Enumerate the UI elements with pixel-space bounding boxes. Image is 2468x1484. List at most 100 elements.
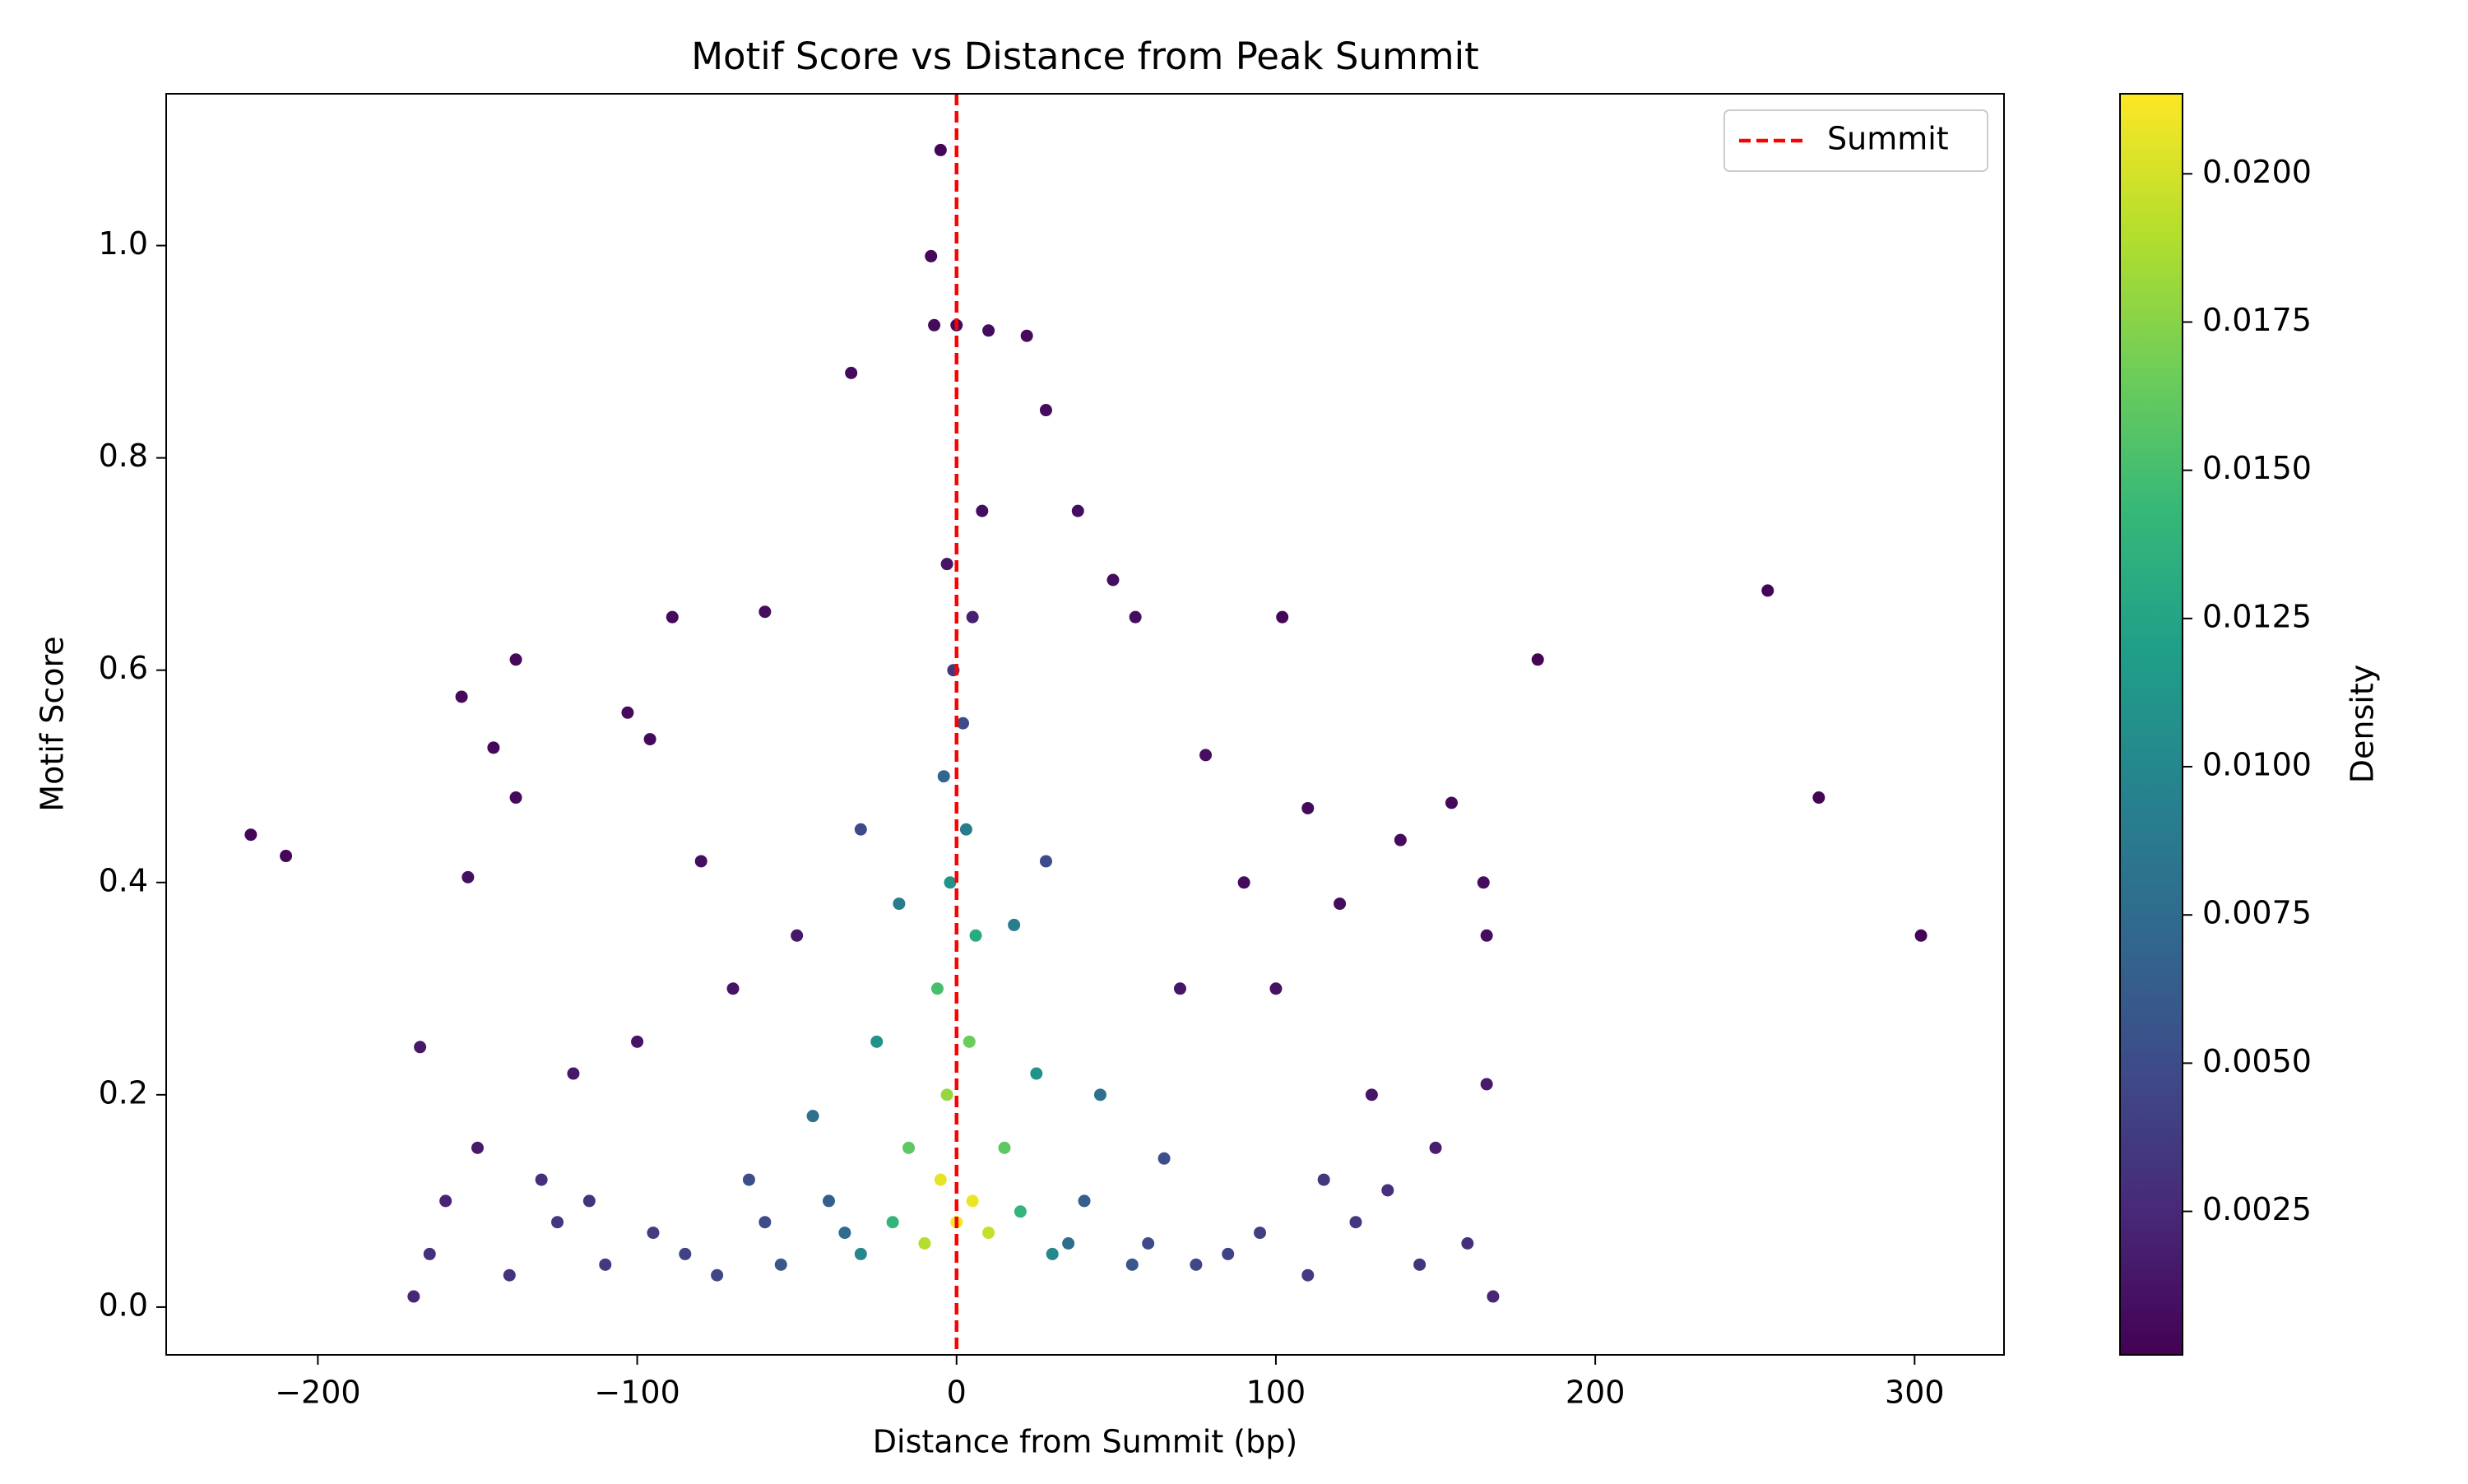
point bbox=[1039, 855, 1052, 868]
point bbox=[1125, 1258, 1139, 1271]
point bbox=[838, 1227, 851, 1240]
point bbox=[1190, 1258, 1203, 1271]
point bbox=[679, 1247, 692, 1260]
point bbox=[1334, 897, 1347, 911]
point bbox=[998, 1141, 1011, 1154]
point bbox=[944, 876, 957, 889]
point bbox=[487, 741, 500, 754]
point bbox=[582, 1194, 596, 1208]
point bbox=[963, 1035, 976, 1048]
point bbox=[414, 1041, 427, 1054]
point bbox=[934, 143, 947, 156]
point bbox=[455, 690, 468, 703]
point bbox=[535, 1173, 548, 1186]
point bbox=[959, 823, 972, 836]
point bbox=[1269, 982, 1283, 995]
point bbox=[902, 1141, 916, 1154]
point bbox=[918, 1237, 931, 1250]
point bbox=[503, 1268, 516, 1282]
point bbox=[1030, 1067, 1043, 1080]
point bbox=[870, 1035, 884, 1048]
colorbar-tick-label: 0.0175 bbox=[2202, 302, 2312, 338]
point bbox=[1093, 1088, 1106, 1101]
y-tick-label: 0.2 bbox=[99, 1074, 148, 1111]
point bbox=[1477, 876, 1490, 889]
point bbox=[1014, 1205, 1027, 1218]
point bbox=[1531, 653, 1544, 666]
point bbox=[845, 366, 858, 379]
chart-title: Motif Score vs Distance from Peak Summit bbox=[691, 35, 1479, 78]
x-tick-label: 0 bbox=[947, 1375, 967, 1411]
point bbox=[471, 1141, 484, 1154]
point bbox=[423, 1247, 436, 1260]
point bbox=[1381, 1184, 1394, 1197]
x-tick-label: 100 bbox=[1246, 1375, 1306, 1411]
y-tick-label: 0.0 bbox=[99, 1287, 148, 1323]
point bbox=[1237, 876, 1250, 889]
colorbar-tick-label: 0.0125 bbox=[2202, 598, 2312, 634]
point bbox=[1046, 1247, 1059, 1260]
plot-area bbox=[244, 143, 1928, 1303]
point bbox=[854, 823, 867, 836]
point bbox=[599, 1258, 612, 1271]
point bbox=[407, 1290, 420, 1303]
y-tick-label: 0.6 bbox=[99, 650, 148, 686]
point bbox=[1301, 1268, 1315, 1282]
point bbox=[791, 929, 804, 942]
point bbox=[1461, 1237, 1474, 1250]
colorbar-tick-label: 0.0200 bbox=[2202, 154, 2312, 190]
point bbox=[925, 249, 938, 262]
point bbox=[1129, 610, 1142, 624]
point bbox=[439, 1194, 452, 1208]
point bbox=[1276, 610, 1289, 624]
colorbar-tick-label: 0.0075 bbox=[2202, 895, 2312, 931]
point bbox=[774, 1258, 787, 1271]
point bbox=[934, 1173, 947, 1186]
point bbox=[893, 897, 906, 911]
point bbox=[1173, 982, 1186, 995]
point bbox=[1812, 791, 1825, 805]
point bbox=[1445, 796, 1458, 809]
point bbox=[1078, 1194, 1091, 1208]
x-tick-label: −200 bbox=[275, 1375, 360, 1411]
colorbar-tick-label: 0.0025 bbox=[2202, 1191, 2312, 1227]
legend-box bbox=[1723, 109, 1988, 172]
point bbox=[1071, 504, 1084, 517]
point bbox=[1480, 1078, 1493, 1091]
point bbox=[1349, 1216, 1362, 1229]
point bbox=[957, 716, 970, 730]
point bbox=[758, 1216, 772, 1229]
point bbox=[1317, 1173, 1330, 1186]
point bbox=[937, 770, 950, 783]
point bbox=[631, 1035, 644, 1048]
point bbox=[1394, 833, 1407, 846]
x-tick-label: 200 bbox=[1566, 1375, 1626, 1411]
axes-frame bbox=[165, 93, 2005, 1356]
point bbox=[1429, 1141, 1442, 1154]
point bbox=[1301, 801, 1315, 814]
point bbox=[1365, 1088, 1378, 1101]
point bbox=[621, 706, 634, 719]
point bbox=[966, 610, 979, 624]
point bbox=[1914, 929, 1928, 942]
point bbox=[976, 504, 989, 517]
point bbox=[886, 1216, 899, 1229]
point bbox=[1254, 1227, 1267, 1240]
point bbox=[1761, 584, 1774, 597]
y-tick-label: 0.4 bbox=[99, 862, 148, 898]
point bbox=[806, 1110, 819, 1123]
point bbox=[1157, 1152, 1171, 1165]
point bbox=[822, 1194, 835, 1208]
point bbox=[1487, 1290, 1500, 1303]
colorbar-tick-label: 0.0050 bbox=[2202, 1043, 2312, 1079]
point bbox=[854, 1247, 867, 1260]
point bbox=[244, 828, 257, 842]
colorbar-tick-label: 0.0150 bbox=[2202, 450, 2312, 486]
y-tick-label: 1.0 bbox=[99, 225, 148, 262]
point bbox=[726, 982, 740, 995]
point bbox=[758, 605, 772, 619]
point bbox=[1480, 929, 1493, 942]
point bbox=[551, 1216, 564, 1229]
x-axis-label: Distance from Summit (bp) bbox=[873, 1424, 1297, 1460]
